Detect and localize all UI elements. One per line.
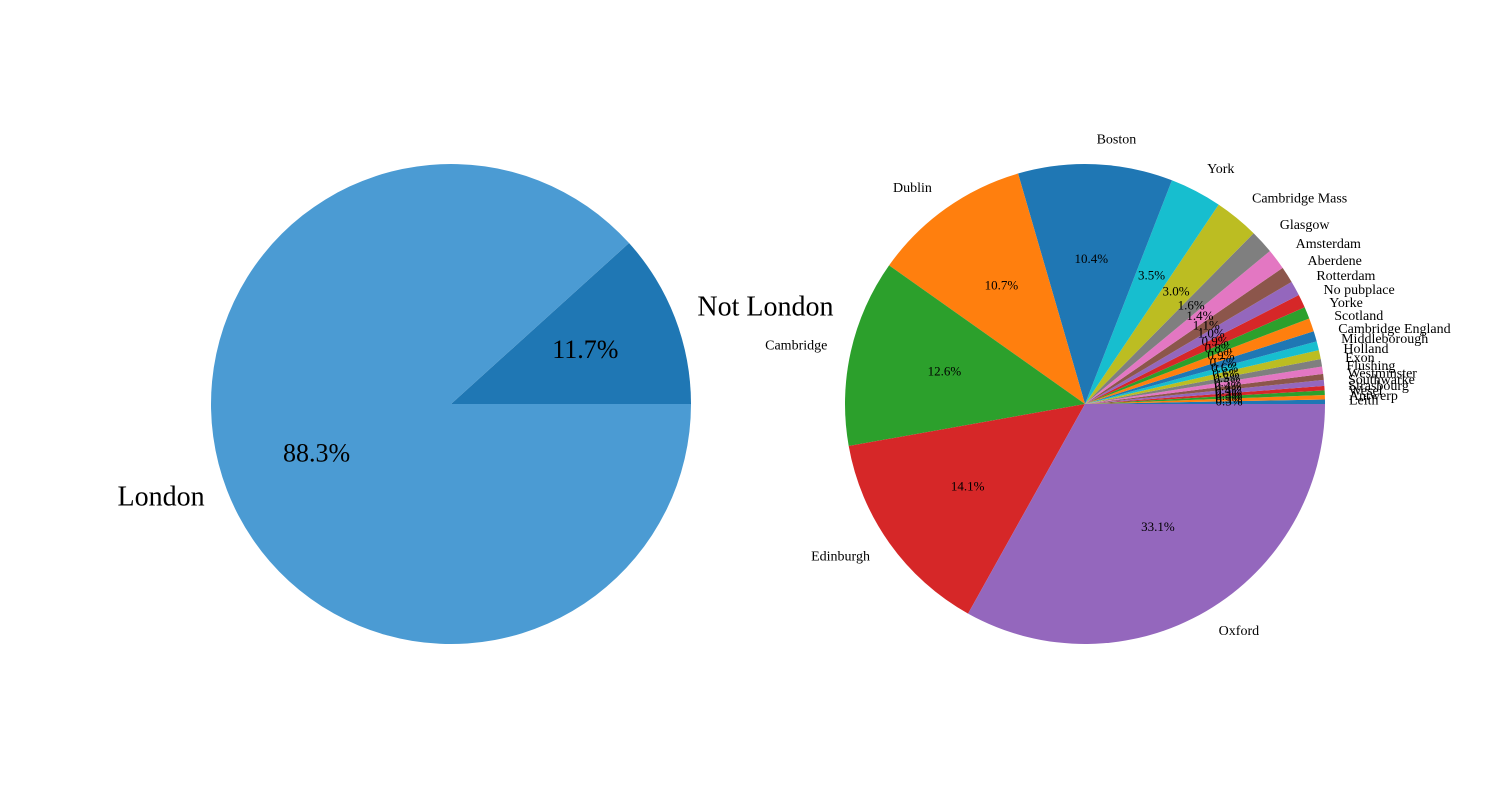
slice-label: Amsterdam: [1296, 237, 1361, 252]
percent-label: 10.4%: [1075, 251, 1109, 266]
pie-slice: [211, 164, 691, 645]
percent-label: 0.8%: [1205, 340, 1232, 355]
percent-label: 11.7%: [552, 335, 618, 364]
percent-label: 0.3%: [1215, 385, 1242, 400]
pie-slice: [1085, 331, 1317, 404]
slice-label: Wesel: [1349, 384, 1383, 399]
percent-label: 3.5%: [1138, 267, 1165, 282]
slice-label: Oxford: [1219, 624, 1259, 639]
percent-label: 1.0%: [1198, 326, 1225, 341]
percent-label: 0.3%: [1215, 391, 1242, 406]
percent-label: 0.7%: [1210, 354, 1237, 369]
percent-label: 0.3%: [1215, 388, 1242, 403]
slice-label: Rotterdam: [1316, 269, 1375, 284]
percent-label: 3.0%: [1163, 283, 1190, 298]
slice-label: Westminster: [1347, 366, 1417, 381]
pie-slice: [1085, 233, 1270, 404]
pie-slice: [1085, 394, 1325, 404]
pie-slice: [1085, 204, 1254, 404]
slice-label: Cambridge: [765, 339, 827, 354]
pie-slice: [1085, 350, 1321, 404]
slice-label: Flushing: [1346, 359, 1395, 374]
pie-slice: [1085, 366, 1324, 404]
slice-label: Glasgow: [1280, 218, 1331, 233]
pie-slice: [1085, 318, 1314, 404]
slice-label: Cambridge England: [1338, 322, 1450, 337]
pie-slice: [1085, 359, 1323, 404]
pie-slice: [1085, 295, 1305, 404]
slice-label: Yorke: [1329, 296, 1363, 311]
slice-label: Middleborough: [1341, 332, 1428, 347]
pie-slice: [889, 173, 1085, 404]
slice-label: Antwerp: [1349, 389, 1398, 404]
percent-label: 0.6%: [1211, 360, 1238, 375]
slice-label: Boston: [1097, 132, 1137, 147]
percent-label: 1.4%: [1186, 308, 1213, 323]
percent-label: 88.3%: [283, 439, 350, 468]
slice-label: Aberdene: [1307, 254, 1361, 269]
percent-label: 0.9%: [1202, 333, 1229, 348]
pie-slice: [1018, 164, 1172, 404]
slice-label: Leith: [1349, 394, 1379, 409]
percent-label: 10.7%: [985, 278, 1019, 293]
percent-label: 0.5%: [1214, 375, 1241, 390]
pie-slice: [1085, 180, 1219, 404]
slice-label: Edinburgh: [811, 549, 870, 564]
pie-slice: [451, 243, 691, 404]
slice-label: Cambridge Mass: [1252, 192, 1347, 207]
percent-label: 0.5%: [1213, 370, 1240, 385]
pie-slice: [1085, 385, 1325, 404]
slice-label: London: [118, 481, 205, 512]
percent-label: 1.1%: [1193, 317, 1220, 332]
percent-label: 0.4%: [1215, 382, 1242, 397]
slice-label: Scotland: [1334, 309, 1383, 324]
pie-slice: [1085, 307, 1310, 404]
pie-slice: [1085, 281, 1299, 404]
slice-label: Dublin: [893, 181, 932, 196]
slice-label: York: [1207, 162, 1234, 177]
pie-slice: [1085, 373, 1324, 404]
pie-slice: [1085, 390, 1325, 404]
percent-label: 12.6%: [928, 364, 962, 379]
slice-label: Exon: [1345, 351, 1375, 366]
percent-label: 0.3%: [1215, 394, 1242, 409]
pie-slice: [845, 265, 1085, 447]
pie-slice: [1085, 399, 1325, 404]
percent-label: 33.1%: [1141, 519, 1175, 534]
percent-label: 0.4%: [1215, 379, 1242, 394]
pie-slice: [1085, 341, 1319, 404]
slice-label: No pubplace: [1324, 283, 1395, 298]
pie-slice: [968, 404, 1325, 644]
percent-label: 1.6%: [1178, 298, 1205, 313]
pie-slice: [1085, 379, 1325, 404]
percent-label: 0.9%: [1207, 347, 1234, 362]
pie-slice: [848, 404, 1085, 614]
slice-label: Holland: [1343, 342, 1388, 357]
percent-label: 14.1%: [951, 479, 985, 494]
slice-label: Not London: [697, 292, 833, 323]
pie-slice: [1085, 251, 1283, 404]
percent-label: 0.6%: [1212, 365, 1239, 380]
pie-slice: [1085, 267, 1292, 404]
slice-label: Strasbourg: [1348, 379, 1408, 394]
slice-label: Southwarke: [1348, 373, 1415, 388]
